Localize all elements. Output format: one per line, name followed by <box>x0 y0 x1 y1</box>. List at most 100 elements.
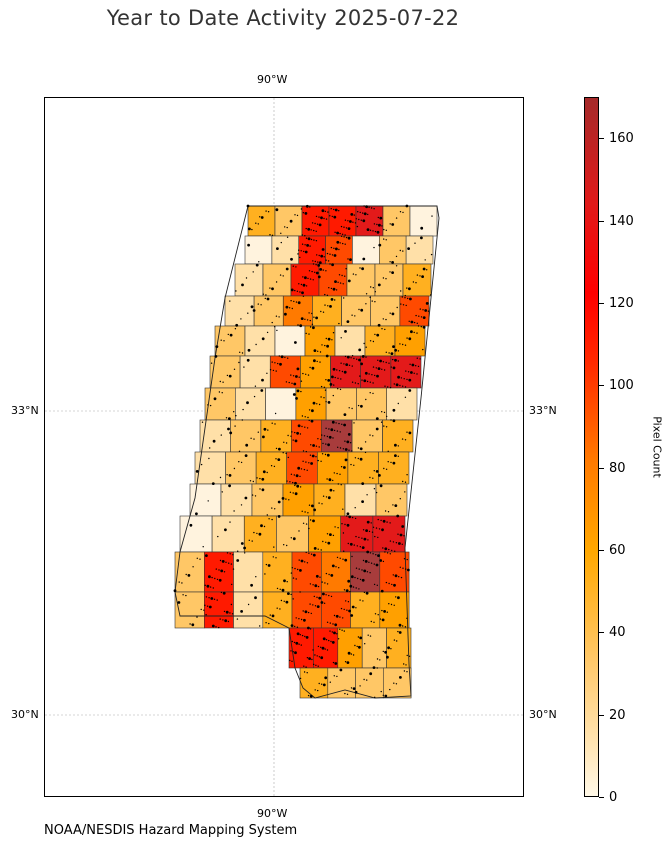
fire-detection-dot <box>347 542 349 545</box>
fire-detection-dot <box>322 495 325 497</box>
fire-detection-dot <box>320 216 323 220</box>
fire-detection-dot <box>292 265 294 267</box>
fire-detection-dot <box>305 204 309 208</box>
fire-detection-dot <box>338 274 341 276</box>
fire-detection-dot <box>296 626 299 628</box>
fire-detection-dot <box>325 541 327 543</box>
fire-detection-dot <box>255 343 257 346</box>
fire-detection-dot <box>323 386 326 388</box>
fire-detection-dot <box>329 681 331 683</box>
fire-detection-dot <box>276 329 278 332</box>
fire-detection-dot <box>327 443 330 447</box>
fire-detection-dot <box>317 275 321 279</box>
fire-detection-dot <box>370 620 372 623</box>
fire-detection-dot <box>177 601 181 604</box>
fire-detection-dot <box>372 435 374 437</box>
fire-detection-dot <box>218 391 221 393</box>
fire-detection-dot <box>382 318 384 320</box>
fire-detection-dot <box>345 363 349 366</box>
fire-detection-dot <box>359 685 361 687</box>
fire-detection-dot <box>253 395 256 398</box>
fire-detection-dot <box>274 362 276 364</box>
fire-detection-dot <box>333 254 337 257</box>
fire-detection-dot <box>392 541 395 543</box>
fire-detection-dot <box>261 378 264 382</box>
fire-detection-dot <box>344 523 346 526</box>
fire-detection-dot <box>236 559 240 562</box>
fire-detection-dot <box>348 449 350 451</box>
county-polygon <box>283 295 313 327</box>
fire-detection-dot <box>379 359 382 363</box>
fire-detection-dot <box>321 683 323 685</box>
fire-detection-dot <box>326 453 330 457</box>
fire-detection-dot <box>393 682 395 684</box>
fire-detection-dot <box>331 339 333 341</box>
county-polygon <box>325 387 357 421</box>
fire-detection-dot <box>259 625 261 627</box>
fire-detection-dot <box>394 504 398 507</box>
fire-detection-dot <box>307 626 310 630</box>
county-polygon <box>253 295 284 327</box>
fire-detection-dot <box>369 572 371 574</box>
fire-detection-dot <box>233 510 235 512</box>
fire-detection-dot <box>390 366 392 368</box>
fire-detection-dot <box>381 411 383 413</box>
fire-detection-dot <box>220 591 223 594</box>
fire-detection-dot <box>305 450 307 453</box>
fire-detection-dot <box>320 549 322 551</box>
county-polygon <box>386 627 412 669</box>
fire-detection-dot <box>342 508 344 510</box>
fire-detection-dot <box>342 283 344 285</box>
fire-detection-dot <box>332 534 335 537</box>
fire-detection-dot <box>340 235 343 237</box>
fire-detection-dot <box>307 611 310 614</box>
fire-detection-dot <box>299 324 303 328</box>
fire-detection-dot <box>295 641 299 645</box>
fire-detection-dot <box>227 427 230 431</box>
county-polygon <box>364 325 396 357</box>
fire-detection-dot <box>404 481 407 483</box>
fire-detection-dot <box>365 398 367 401</box>
fire-detection-dot <box>290 257 293 261</box>
fire-detection-dot <box>321 344 323 346</box>
fire-detection-dot <box>373 583 376 586</box>
fire-detection-dot <box>322 442 324 445</box>
fire-detection-dot <box>385 426 388 428</box>
fire-detection-dot <box>358 588 360 590</box>
fire-detection-dot <box>173 589 177 593</box>
fire-detection-dot <box>305 227 307 230</box>
fire-detection-dot <box>300 468 303 470</box>
fire-detection-dot <box>178 581 180 583</box>
fire-detection-dot <box>342 448 345 450</box>
fire-detection-dot <box>397 596 400 600</box>
fire-detection-dot <box>308 504 311 506</box>
fire-detection-dot <box>304 318 306 320</box>
fire-detection-dot <box>408 389 412 392</box>
fire-detection-dot <box>287 357 289 359</box>
fire-detection-dot <box>390 419 392 421</box>
fire-detection-dot <box>361 482 365 485</box>
fire-detection-dot <box>347 579 351 583</box>
fire-detection-dot <box>332 287 336 291</box>
fire-detection-dot <box>225 561 227 563</box>
fire-detection-dot <box>382 519 386 523</box>
county-polygon <box>378 451 410 485</box>
fire-detection-dot <box>312 401 316 405</box>
fire-detection-dot <box>263 427 267 431</box>
fire-detection-dot <box>376 667 378 669</box>
fire-detection-dot <box>357 404 360 407</box>
map-frame[interactable] <box>44 97 524 797</box>
fire-detection-dot <box>240 542 244 545</box>
fire-detection-dot <box>302 450 305 452</box>
fire-detection-dot <box>304 212 308 215</box>
fire-detection-dot <box>363 342 365 345</box>
fire-detection-dot <box>349 590 351 593</box>
fire-detection-dot <box>353 422 355 424</box>
fire-detection-dot <box>334 299 336 301</box>
fire-detection-dot <box>355 535 357 538</box>
fire-detection-dot <box>379 216 383 220</box>
fire-detection-dot <box>406 431 408 433</box>
fire-detection-dot <box>392 345 395 348</box>
fire-detection-dot <box>196 616 198 618</box>
fire-detection-dot <box>314 260 316 263</box>
